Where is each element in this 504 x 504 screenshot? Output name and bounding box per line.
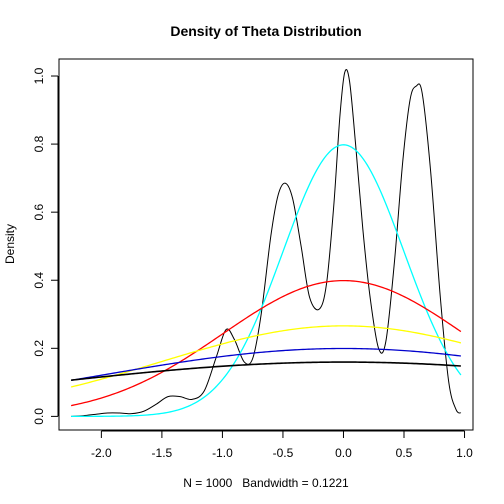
y-tick-label: 1.0 <box>32 67 46 84</box>
x-tick-label: -1.0 <box>212 446 233 460</box>
x-tick-label: -2.0 <box>91 446 112 460</box>
x-tick-label: 1.0 <box>456 446 473 460</box>
y-tick-label: 0.0 <box>32 408 46 425</box>
y-tick-label: 0.8 <box>32 135 46 152</box>
plot-area <box>58 58 474 431</box>
y-tick-label: 0.4 <box>32 272 46 289</box>
x-tick-label: 0.5 <box>396 446 413 460</box>
series-line-2 <box>71 144 462 418</box>
chart-title: Density of Theta Distribution <box>170 23 361 39</box>
y-axis: 0.0 0.2 0.4 0.6 0.8 1.0 <box>32 67 59 425</box>
x-tick-label: -0.5 <box>273 446 294 460</box>
y-tick-label: 0.6 <box>32 204 46 221</box>
y-axis-label: Density <box>3 224 17 264</box>
x-axis: -2.0 -1.5 -1.0 -0.5 0.0 0.5 1.0 <box>91 430 473 460</box>
series-line-5 <box>71 347 461 381</box>
x-tick-label: 0.0 <box>335 446 352 460</box>
series-layer <box>70 69 462 418</box>
y-tick-label: 0.2 <box>32 340 46 357</box>
series-line-4 <box>70 325 462 388</box>
series-line-6 <box>71 361 461 381</box>
series-line-1 <box>71 69 462 417</box>
x-tick-label: -1.5 <box>152 446 173 460</box>
series-line-3 <box>70 279 462 407</box>
x-axis-label: N = 1000 Bandwidth = 0.1221 <box>183 476 349 490</box>
